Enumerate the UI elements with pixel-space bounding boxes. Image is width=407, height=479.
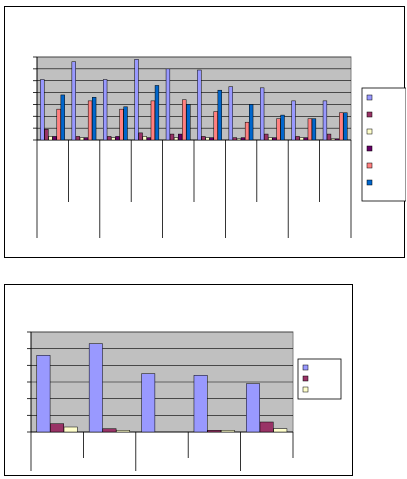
- chart1-bar: [201, 136, 206, 141]
- chart1-bar: [299, 137, 304, 141]
- chart2-bar: [50, 423, 64, 433]
- chart-2: [4, 284, 353, 476]
- chart1-bar: [165, 68, 171, 141]
- chart1-bar: [60, 94, 65, 141]
- chart1-bar: [307, 118, 313, 141]
- chart1-legend-swatch: [366, 111, 373, 118]
- chart1-bar: [48, 136, 53, 141]
- chart1-bar: [87, 100, 93, 141]
- chart1-bar: [44, 129, 49, 141]
- chart2-bar: [88, 343, 103, 433]
- chart1-bar: [209, 137, 214, 141]
- chart1-bar: [138, 132, 143, 141]
- chart1-bar: [186, 104, 191, 141]
- chart1-bar: [228, 86, 233, 141]
- chart1-bar: [134, 59, 139, 141]
- chart1-bar: [322, 100, 328, 141]
- chart1-bar: [249, 104, 254, 141]
- chart1-bar: [154, 85, 160, 141]
- chart1-bar: [142, 136, 147, 141]
- chart2-bar: [246, 383, 260, 433]
- chart-1-svg: [33, 56, 406, 238]
- chart1-bar: [280, 114, 285, 141]
- chart1-legend-swatch: [366, 145, 373, 152]
- chart1-bar: [264, 133, 269, 141]
- chart1-legend-swatch: [366, 179, 373, 186]
- chart2-legend-swatch: [302, 364, 309, 371]
- chart1-bar: [339, 112, 344, 141]
- chart1-bar: [173, 137, 179, 141]
- chart1-bar: [79, 137, 85, 141]
- chart1-bar: [146, 137, 151, 141]
- chart1-bar: [169, 133, 175, 141]
- chart1-bar: [83, 137, 89, 141]
- chart1-bar: [295, 136, 300, 141]
- chart1-bar: [150, 100, 156, 141]
- chart1-bar: [205, 137, 210, 141]
- chart1-bar: [178, 133, 183, 141]
- chart1-bar: [213, 111, 218, 141]
- chart1-bar: [115, 136, 120, 141]
- chart1-bar: [303, 137, 308, 141]
- chart1-bar: [291, 100, 296, 141]
- chart1-bar: [103, 79, 108, 141]
- chart1-bar: [197, 69, 202, 141]
- chart-1: [4, 6, 406, 258]
- chart1-bar: [56, 108, 61, 141]
- chart1-bar: [71, 61, 76, 141]
- chart1-bar: [326, 133, 332, 141]
- chart2-bar: [116, 430, 130, 433]
- chart1-bar: [52, 136, 57, 141]
- chart1-bar: [335, 138, 340, 141]
- chart1-bar: [111, 137, 116, 141]
- chart1-bar: [119, 108, 124, 141]
- chart1-legend-swatch: [366, 162, 373, 169]
- chart1-bar: [75, 136, 80, 141]
- chart1-bar: [343, 112, 348, 141]
- chart2-legend-swatch: [302, 375, 309, 382]
- chart-2-svg: [27, 331, 342, 471]
- chart1-plot-area: [36, 56, 352, 141]
- chart2-bar: [273, 428, 288, 433]
- chart2-bar: [102, 428, 117, 433]
- chart2-bar: [141, 373, 156, 433]
- chart2-bar: [193, 375, 208, 433]
- chart2-bar: [259, 421, 274, 433]
- chart2-bar: [220, 430, 235, 433]
- chart1-bar: [40, 79, 45, 141]
- chart2-bar: [207, 430, 222, 433]
- chart1-legend-swatch: [366, 94, 373, 101]
- chart1-bar: [330, 138, 336, 141]
- chart1-bar: [107, 136, 112, 141]
- chart1-bar: [182, 99, 187, 141]
- chart1-bar: [123, 106, 128, 141]
- chart1-bar: [217, 89, 222, 141]
- chart1-bar: [260, 87, 265, 141]
- chart1-bar: [276, 118, 281, 141]
- chart1-bar: [232, 137, 237, 141]
- chart1-legend-swatch: [366, 128, 373, 135]
- chart1-bar: [311, 118, 317, 141]
- chart2-legend-swatch: [302, 386, 309, 393]
- chart1-bar: [92, 97, 97, 141]
- chart1-bar: [244, 121, 250, 141]
- chart2-bar: [36, 355, 51, 433]
- chart1-bar: [236, 138, 242, 141]
- chart1-bar: [240, 137, 246, 141]
- chart2-bar: [63, 426, 78, 433]
- chart1-bar: [268, 137, 273, 141]
- chart1-bar: [272, 137, 277, 141]
